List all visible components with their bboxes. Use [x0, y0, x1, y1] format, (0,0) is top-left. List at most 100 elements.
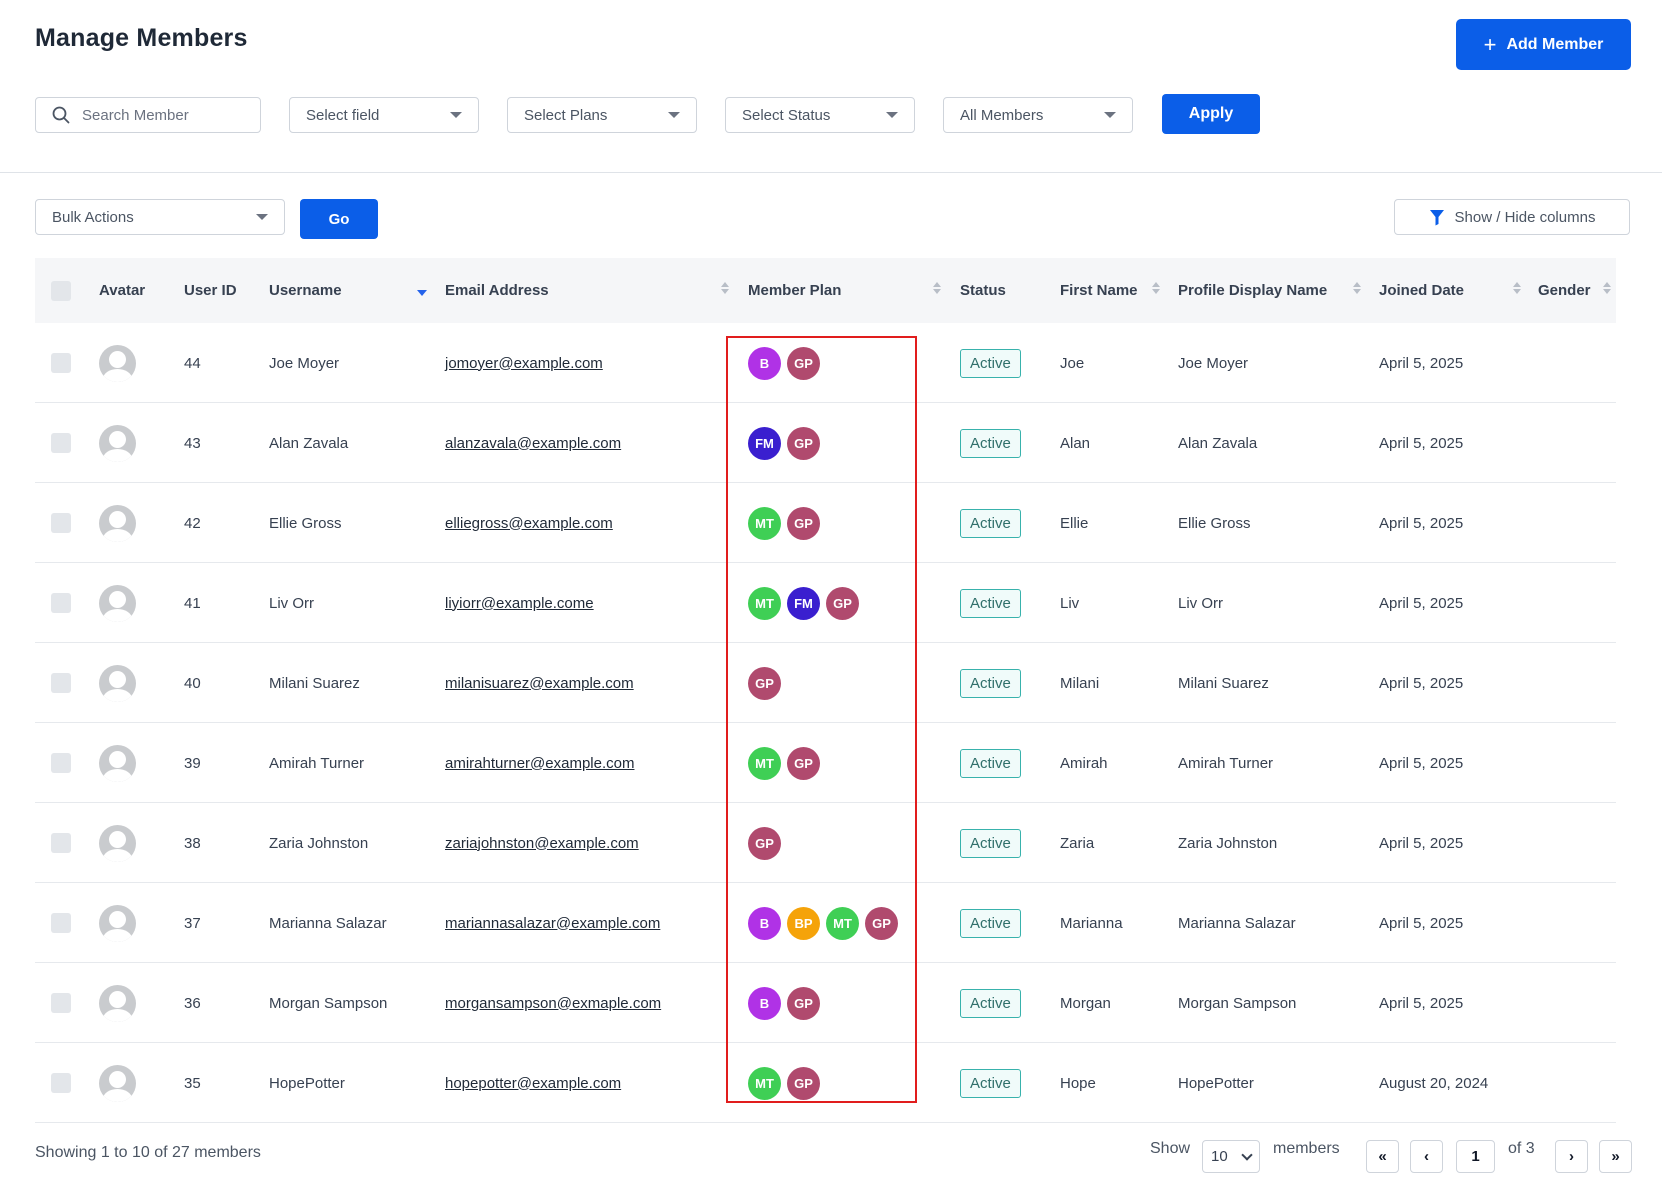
bulk-actions-select[interactable]: Bulk Actions	[35, 199, 285, 235]
plans-select[interactable]: Select Plans	[507, 97, 697, 133]
plan-badge[interactable]: MT	[748, 1066, 781, 1100]
plan-badge[interactable]: FM	[787, 586, 820, 620]
email-link[interactable]: zariajohnston@example.com	[445, 834, 639, 852]
plan-badge[interactable]: GP	[748, 666, 781, 700]
email-address[interactable]: mariannasalazar@example.com	[445, 883, 660, 963]
plan-badge[interactable]: GP	[865, 906, 898, 940]
column-header-member-plan[interactable]: Member Plan	[748, 282, 842, 299]
email-address[interactable]: elliegross@example.com	[445, 483, 613, 563]
column-header-first-name[interactable]: First Name	[1060, 282, 1138, 299]
members-select[interactable]: All Members	[943, 97, 1133, 133]
caret-down-icon	[256, 214, 268, 220]
plan-badge[interactable]: GP	[787, 346, 820, 380]
email-link[interactable]: mariannasalazar@example.com	[445, 914, 661, 932]
email-address[interactable]: milanisuarez@example.com	[445, 643, 634, 723]
row-checkbox[interactable]	[51, 883, 71, 963]
sort-icon[interactable]	[1513, 282, 1521, 296]
email-address[interactable]: jomoyer@example.com	[445, 323, 603, 403]
prev-page-button[interactable]: ‹	[1410, 1140, 1443, 1173]
plan-badge[interactable]: MT	[826, 906, 859, 940]
column-header-status[interactable]: Status	[960, 282, 1006, 299]
search-box[interactable]	[35, 97, 261, 133]
email-address[interactable]: alanzavala@example.com	[445, 403, 621, 483]
go-button[interactable]: Go	[300, 199, 378, 239]
email-address[interactable]: liyiorr@example.come	[445, 563, 594, 643]
username[interactable]: Amirah Turner	[269, 754, 365, 772]
sort-icon[interactable]	[721, 282, 729, 296]
username[interactable]: Morgan Sampson	[269, 994, 388, 1012]
username[interactable]: Joe Moyer	[269, 354, 340, 372]
avatar	[99, 483, 136, 563]
plan-badge[interactable]: GP	[787, 1066, 820, 1100]
username[interactable]: Ellie Gross	[269, 514, 342, 532]
sort-icon[interactable]	[933, 282, 941, 296]
email-link[interactable]: elliegross@example.com	[445, 514, 613, 532]
username[interactable]: HopePotter	[269, 1074, 345, 1092]
row-checkbox[interactable]	[51, 803, 71, 883]
plan-badge[interactable]: GP	[826, 586, 859, 620]
row-checkbox[interactable]	[51, 323, 71, 403]
email-link[interactable]: morgansampson@exmaple.com	[445, 994, 662, 1012]
column-header-gender[interactable]: Gender	[1538, 282, 1591, 299]
plan-badge[interactable]: B	[748, 906, 781, 940]
username[interactable]: Zaria Johnston	[269, 834, 369, 852]
email-link[interactable]: amirahturner@example.com	[445, 754, 635, 772]
column-header-email[interactable]: Email Address	[445, 282, 549, 299]
email-address[interactable]: morgansampson@exmaple.com	[445, 963, 661, 1043]
plan-badge[interactable]: B	[748, 346, 781, 380]
column-header-username[interactable]: Username	[269, 282, 342, 299]
email-link[interactable]: milanisuarez@example.com	[445, 674, 634, 692]
select-all-checkbox[interactable]	[51, 258, 71, 323]
plan-badge[interactable]: GP	[787, 506, 820, 540]
row-checkbox[interactable]	[51, 483, 71, 563]
field-select[interactable]: Select field	[289, 97, 479, 133]
plan-badge[interactable]: GP	[787, 746, 820, 780]
plan-badge[interactable]: GP	[787, 986, 820, 1020]
username[interactable]: Marianna Salazar	[269, 914, 387, 932]
first-page-button[interactable]: «	[1366, 1140, 1399, 1173]
row-checkbox[interactable]	[51, 403, 71, 483]
email-address[interactable]: amirahturner@example.com	[445, 723, 634, 803]
plan-badge[interactable]: FM	[748, 426, 781, 460]
status-select[interactable]: Select Status	[725, 97, 915, 133]
email-link[interactable]: jomoyer@example.com	[445, 354, 603, 372]
next-page-button[interactable]: ›	[1555, 1140, 1588, 1173]
row-checkbox[interactable]	[51, 563, 71, 643]
page-total: of 3	[1508, 1140, 1535, 1157]
search-input[interactable]	[82, 106, 242, 124]
sort-icon[interactable]	[1152, 282, 1160, 296]
sort-icon[interactable]	[1353, 282, 1361, 296]
column-header-joined-date[interactable]: Joined Date	[1379, 282, 1465, 299]
row-checkbox[interactable]	[51, 1043, 71, 1123]
username[interactable]: Milani Suarez	[269, 674, 360, 692]
plan-badge[interactable]: BP	[787, 906, 820, 940]
plan-badge[interactable]: B	[748, 986, 781, 1020]
column-header-user-id[interactable]: User ID	[184, 282, 237, 299]
apply-button[interactable]: Apply	[1162, 94, 1260, 134]
sort-icon[interactable]	[1603, 282, 1611, 296]
profile-display-name: Joe Moyer	[1178, 354, 1249, 372]
row-checkbox[interactable]	[51, 723, 71, 803]
per-page-select[interactable]: 10	[1202, 1140, 1260, 1173]
username[interactable]: Alan Zavala	[269, 434, 349, 452]
email-link[interactable]: liyiorr@example.come	[445, 594, 594, 612]
column-header-profile-display-name[interactable]: Profile Display Name	[1178, 282, 1328, 299]
email-link[interactable]: hopepotter@example.com	[445, 1074, 622, 1092]
joined-date: April 5, 2025	[1379, 354, 1464, 372]
plan-badge[interactable]: MT	[748, 746, 781, 780]
plan-badge[interactable]: MT	[748, 506, 781, 540]
email-link[interactable]: alanzavala@example.com	[445, 434, 622, 452]
show-hide-columns-button[interactable]: Show / Hide columns	[1394, 199, 1630, 235]
page-number-input[interactable]: 1	[1456, 1140, 1495, 1173]
add-member-button[interactable]: + Add Member	[1456, 19, 1631, 70]
plan-badge[interactable]: MT	[748, 586, 781, 620]
email-address[interactable]: hopepotter@example.com	[445, 1043, 621, 1123]
plan-badge[interactable]: GP	[748, 826, 781, 860]
email-address[interactable]: zariajohnston@example.com	[445, 803, 639, 883]
plan-badge[interactable]: GP	[787, 426, 820, 460]
last-page-button[interactable]: »	[1599, 1140, 1632, 1173]
sort-desc-icon[interactable]	[417, 290, 427, 296]
row-checkbox[interactable]	[51, 643, 71, 723]
row-checkbox[interactable]	[51, 963, 71, 1043]
username[interactable]: Liv Orr	[269, 594, 314, 612]
